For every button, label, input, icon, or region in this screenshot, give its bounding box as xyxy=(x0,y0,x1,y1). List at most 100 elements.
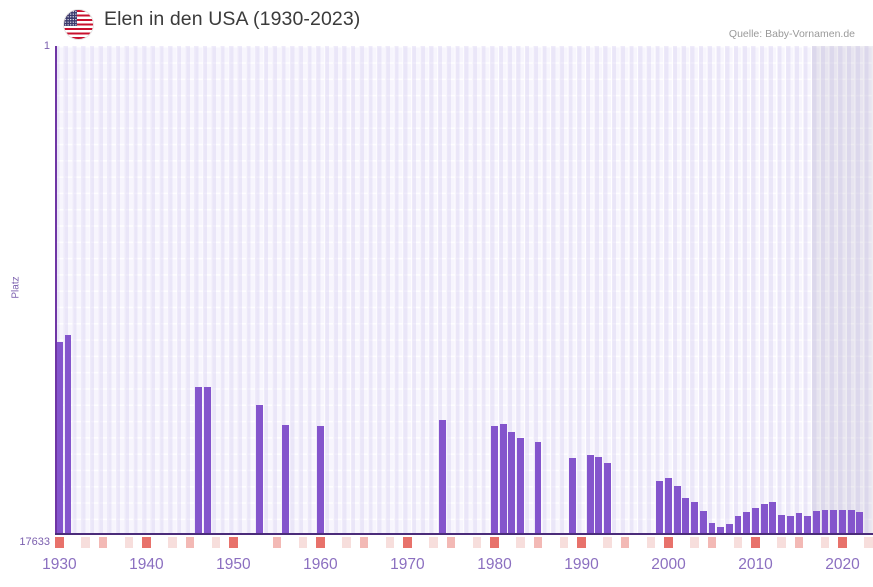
x-tick-major xyxy=(142,537,151,548)
bar[interactable] xyxy=(316,426,324,535)
bar[interactable] xyxy=(725,524,733,535)
y-axis-min-label: 17633 xyxy=(19,536,50,548)
bar[interactable] xyxy=(256,405,263,535)
x-tick-faint xyxy=(603,537,612,548)
x-tick-faint xyxy=(690,537,699,548)
x-tick-label: 2010 xyxy=(738,556,773,573)
highlighted-region xyxy=(812,46,873,535)
bar[interactable] xyxy=(534,442,542,535)
x-tick-label: 1930 xyxy=(42,556,77,573)
x-tick-faint xyxy=(298,537,308,548)
bar[interactable] xyxy=(586,455,594,535)
bar[interactable] xyxy=(752,508,759,535)
x-tick-label: 2000 xyxy=(651,556,686,573)
us-flag-icon xyxy=(64,10,93,39)
bar[interactable] xyxy=(699,511,707,535)
chart-plot-area xyxy=(55,46,873,535)
bar[interactable] xyxy=(760,504,768,535)
x-tick-major xyxy=(838,537,847,548)
grid-year-bands xyxy=(55,46,873,535)
grid-minor xyxy=(55,46,873,535)
x-tick-mid xyxy=(185,537,195,548)
bar[interactable] xyxy=(673,486,681,535)
bar[interactable] xyxy=(203,387,211,535)
x-tick-faint xyxy=(429,537,438,548)
x-tick-faint xyxy=(385,537,395,548)
bar[interactable] xyxy=(64,335,72,535)
x-tick-major xyxy=(490,537,499,548)
bar[interactable] xyxy=(569,458,577,535)
x-tick-label: 1960 xyxy=(303,556,338,573)
bar[interactable] xyxy=(55,342,63,535)
bar[interactable] xyxy=(795,513,803,535)
x-tick-major xyxy=(55,537,64,548)
bar[interactable] xyxy=(708,523,716,535)
bar[interactable] xyxy=(743,512,751,535)
chart-header: Elen in den USA (1930-2023) Quelle: Baby… xyxy=(0,0,873,46)
y-axis-max-label: 1 xyxy=(43,40,50,52)
x-tick-mid xyxy=(620,537,630,548)
x-tick-mid xyxy=(533,537,543,548)
x-axis-line xyxy=(55,533,873,535)
x-axis-tickmarks xyxy=(55,537,873,548)
x-tick-major xyxy=(751,537,760,548)
x-tick-faint xyxy=(81,537,90,548)
y-axis-title: Platz xyxy=(10,276,22,299)
bar[interactable] xyxy=(491,426,498,535)
x-tick-faint xyxy=(820,537,830,548)
bar[interactable] xyxy=(734,516,742,535)
x-tick-major xyxy=(577,537,586,548)
x-tick-label: 2020 xyxy=(825,556,860,573)
x-tick-mid xyxy=(794,537,804,548)
bar[interactable] xyxy=(195,387,202,535)
bar[interactable] xyxy=(282,425,289,535)
x-tick-label: 1950 xyxy=(216,556,251,573)
bar[interactable] xyxy=(595,457,603,535)
bar[interactable] xyxy=(691,502,698,535)
x-tick-label: 1990 xyxy=(564,556,599,573)
bar[interactable] xyxy=(656,481,664,535)
x-tick-major xyxy=(403,537,412,548)
x-tick-mid xyxy=(707,537,717,548)
bar[interactable] xyxy=(821,510,829,535)
bar[interactable] xyxy=(786,516,794,535)
x-tick-major xyxy=(316,537,325,548)
x-tick-faint xyxy=(168,537,177,548)
bar[interactable] xyxy=(769,502,777,535)
x-tick-label: 1970 xyxy=(390,556,425,573)
bar[interactable] xyxy=(804,516,812,535)
x-tick-faint xyxy=(472,537,482,548)
bar[interactable] xyxy=(499,424,507,535)
x-tick-mid xyxy=(98,537,108,548)
bar[interactable] xyxy=(839,510,846,535)
x-tick-major xyxy=(229,537,238,548)
x-tick-label: 1940 xyxy=(129,556,164,573)
x-tick-faint xyxy=(646,537,656,548)
x-tick-mid xyxy=(272,537,282,548)
y-axis-line xyxy=(55,46,57,535)
page-title: Elen in den USA (1930-2023) xyxy=(104,8,361,30)
x-tick-faint xyxy=(124,537,134,548)
x-tick-faint xyxy=(864,537,873,548)
bar[interactable] xyxy=(508,432,516,535)
x-tick-mid xyxy=(446,537,456,548)
bar[interactable] xyxy=(830,510,838,535)
bar[interactable] xyxy=(856,512,864,535)
x-tick-major xyxy=(664,537,673,548)
source-label: Quelle: Baby-Vornamen.de xyxy=(728,28,855,40)
bar[interactable] xyxy=(438,420,446,535)
x-tick-faint xyxy=(559,537,569,548)
x-tick-faint xyxy=(342,537,351,548)
bar[interactable] xyxy=(665,478,672,535)
bar[interactable] xyxy=(717,527,725,535)
bar[interactable] xyxy=(812,511,820,535)
x-tick-faint xyxy=(777,537,786,548)
x-tick-faint xyxy=(516,537,525,548)
bar[interactable] xyxy=(517,438,524,535)
bar[interactable] xyxy=(847,510,855,535)
x-tick-mid xyxy=(359,537,369,548)
x-tick-label: 1980 xyxy=(477,556,512,573)
bar[interactable] xyxy=(682,498,690,535)
bar[interactable] xyxy=(604,463,611,535)
bar[interactable] xyxy=(778,515,785,535)
